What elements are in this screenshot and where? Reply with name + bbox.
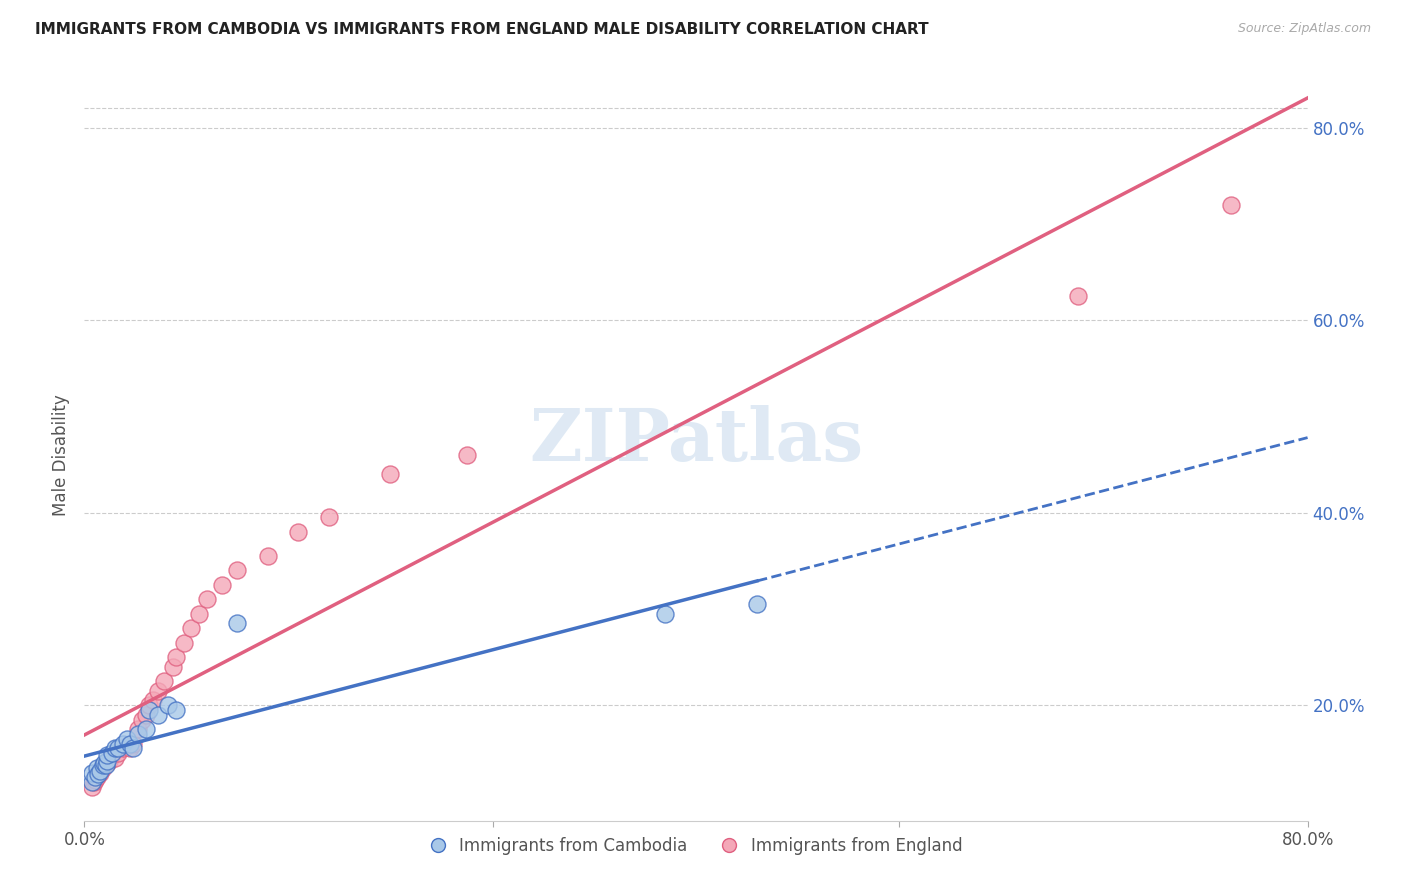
Point: [153, 674, 176, 689]
Point: [96, 756, 118, 770]
Point: [86, 770, 108, 784]
Point: [138, 698, 160, 713]
Point: [1067, 289, 1090, 303]
Point: [89, 764, 111, 778]
Point: [127, 727, 149, 741]
Point: [96, 754, 118, 768]
Point: [104, 751, 127, 765]
Point: [97, 754, 120, 768]
Point: [380, 467, 402, 482]
Point: [318, 510, 340, 524]
Point: [122, 737, 145, 751]
Y-axis label: Male Disability: Male Disability: [52, 394, 70, 516]
Text: Source: ZipAtlas.com: Source: ZipAtlas.com: [1237, 22, 1371, 36]
Point: [86, 761, 108, 775]
Point: [135, 707, 157, 722]
Text: ZIPatlas: ZIPatlas: [529, 405, 863, 475]
Point: [84, 770, 107, 784]
Point: [96, 748, 118, 763]
Point: [80, 765, 103, 780]
Point: [195, 592, 218, 607]
Point: [94, 757, 117, 772]
Point: [93, 756, 115, 770]
Point: [87, 767, 110, 781]
Point: [226, 563, 249, 577]
Point: [122, 741, 145, 756]
Point: [107, 746, 129, 760]
Point: [180, 621, 202, 635]
Legend: Immigrants from Cambodia, Immigrants from England: Immigrants from Cambodia, Immigrants fro…: [420, 829, 972, 863]
Point: [165, 650, 187, 665]
Point: [142, 693, 165, 707]
Point: [157, 698, 180, 713]
Point: [654, 607, 676, 621]
Point: [127, 723, 149, 737]
Point: [80, 780, 103, 794]
Point: [120, 737, 142, 751]
Point: [165, 703, 187, 717]
Point: [146, 683, 169, 698]
Point: [173, 635, 195, 649]
Point: [120, 741, 142, 756]
Point: [111, 737, 134, 751]
Point: [1220, 197, 1243, 211]
Point: [89, 765, 111, 780]
Text: IMMIGRANTS FROM CAMBODIA VS IMMIGRANTS FROM ENGLAND MALE DISABILITY CORRELATION : IMMIGRANTS FROM CAMBODIA VS IMMIGRANTS F…: [35, 22, 929, 37]
Point: [135, 723, 157, 737]
Point: [211, 578, 233, 592]
Point: [93, 757, 115, 772]
Point: [138, 703, 160, 717]
Point: [257, 549, 280, 563]
Point: [162, 659, 184, 673]
Point: [747, 597, 769, 611]
Point: [87, 767, 110, 781]
Point: [104, 741, 127, 756]
Point: [115, 739, 138, 753]
Point: [101, 746, 124, 760]
Point: [115, 731, 138, 746]
Point: [146, 707, 169, 722]
Point: [456, 448, 478, 462]
Point: [84, 773, 107, 788]
Point: [80, 775, 103, 789]
Point: [101, 748, 124, 763]
Point: [188, 607, 211, 621]
Point: [287, 524, 309, 539]
Point: [131, 713, 153, 727]
Point: [226, 616, 249, 631]
Point: [107, 741, 129, 756]
Point: [111, 741, 134, 756]
Point: [91, 757, 114, 772]
Point: [83, 775, 105, 789]
Point: [91, 761, 114, 775]
